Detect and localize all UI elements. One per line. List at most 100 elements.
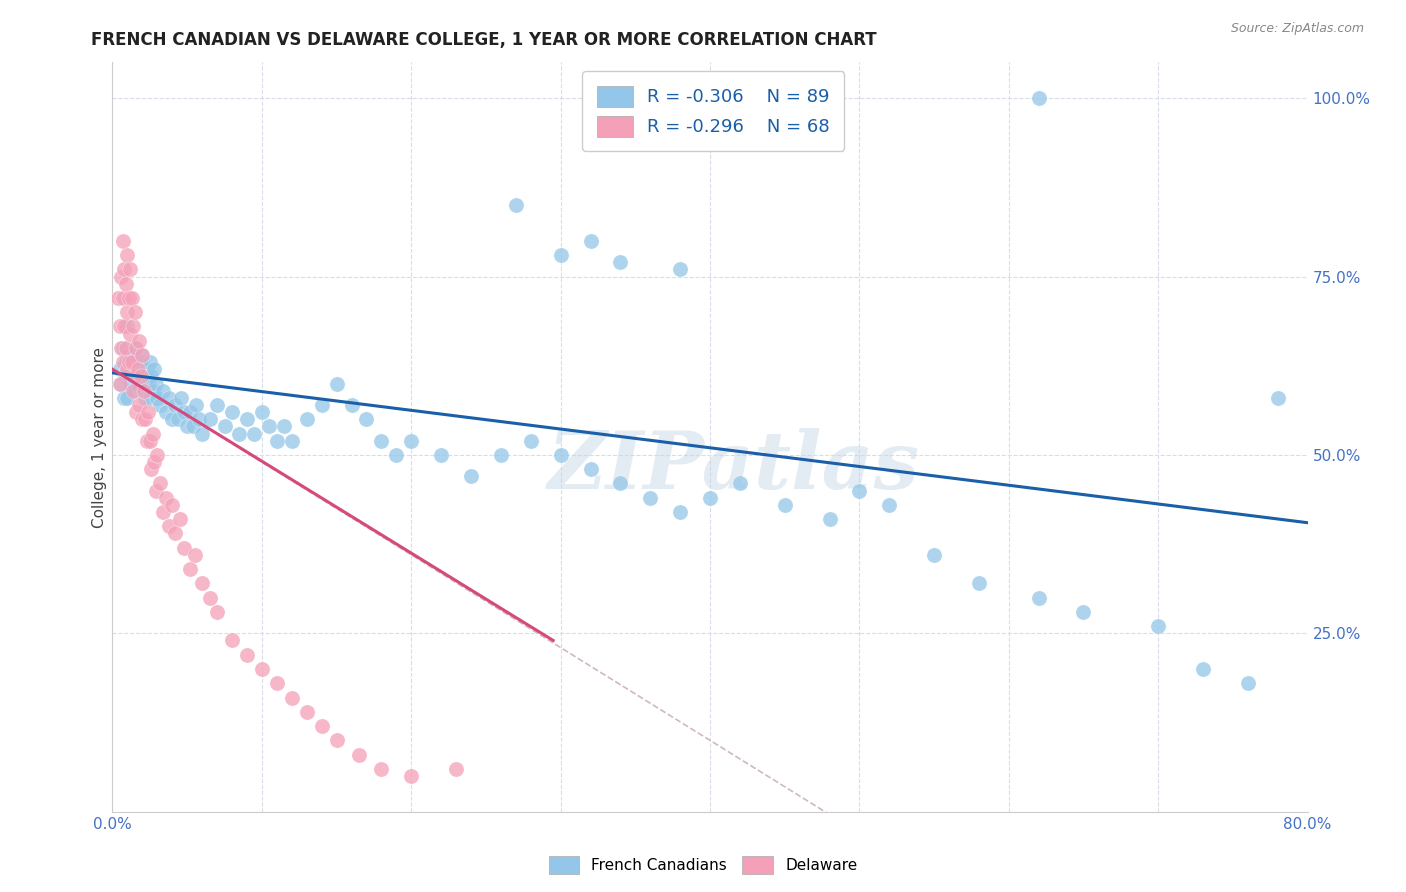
Point bbox=[117, 319, 139, 334]
Point bbox=[165, 526, 187, 541]
Point bbox=[579, 234, 602, 248]
Point bbox=[401, 769, 423, 783]
Point bbox=[122, 369, 145, 384]
Point bbox=[266, 676, 288, 690]
Point bbox=[124, 305, 146, 319]
Point bbox=[325, 733, 347, 747]
Point bbox=[125, 362, 148, 376]
Point bbox=[152, 505, 174, 519]
Point bbox=[143, 455, 166, 469]
Point bbox=[173, 405, 195, 419]
Point bbox=[128, 334, 150, 348]
Point bbox=[118, 348, 141, 362]
Point bbox=[143, 362, 166, 376]
Point bbox=[250, 662, 273, 676]
Point bbox=[444, 762, 467, 776]
Point bbox=[117, 305, 139, 319]
Point bbox=[134, 412, 156, 426]
Point bbox=[967, 576, 990, 591]
Point bbox=[122, 384, 145, 398]
Point bbox=[155, 491, 177, 505]
Point bbox=[157, 391, 180, 405]
Point bbox=[129, 369, 152, 384]
Point bbox=[266, 434, 288, 448]
Point bbox=[115, 341, 138, 355]
Point bbox=[129, 369, 152, 384]
Point bbox=[214, 419, 236, 434]
Point bbox=[505, 198, 527, 212]
Point bbox=[205, 605, 228, 619]
Point bbox=[198, 591, 221, 605]
Point bbox=[188, 412, 211, 426]
Point bbox=[120, 262, 142, 277]
Point bbox=[149, 398, 172, 412]
Point bbox=[179, 405, 201, 419]
Point bbox=[550, 248, 572, 262]
Point bbox=[818, 512, 841, 526]
Point bbox=[243, 426, 266, 441]
Point bbox=[110, 376, 132, 391]
Point bbox=[181, 419, 204, 434]
Point bbox=[110, 269, 132, 284]
Point bbox=[120, 326, 142, 341]
Point bbox=[460, 469, 482, 483]
Point bbox=[131, 348, 153, 362]
Point bbox=[131, 412, 153, 426]
Point bbox=[139, 391, 162, 405]
Point bbox=[1028, 91, 1050, 105]
Point bbox=[205, 398, 228, 412]
Point bbox=[128, 398, 150, 412]
Point bbox=[520, 434, 543, 448]
Point bbox=[155, 405, 177, 419]
Point bbox=[489, 448, 512, 462]
Point bbox=[183, 548, 205, 562]
Text: Source: ZipAtlas.com: Source: ZipAtlas.com bbox=[1230, 22, 1364, 36]
Point bbox=[128, 355, 150, 369]
Point bbox=[728, 476, 751, 491]
Point bbox=[146, 448, 169, 462]
Point bbox=[550, 448, 572, 462]
Point bbox=[281, 434, 304, 448]
Point bbox=[1237, 676, 1260, 690]
Text: FRENCH CANADIAN VS DELAWARE COLLEGE, 1 YEAR OR MORE CORRELATION CHART: FRENCH CANADIAN VS DELAWARE COLLEGE, 1 Y… bbox=[91, 31, 877, 49]
Point bbox=[115, 277, 138, 291]
Point bbox=[848, 483, 870, 498]
Point bbox=[149, 476, 172, 491]
Point bbox=[107, 291, 129, 305]
Point bbox=[699, 491, 721, 505]
Point bbox=[370, 434, 392, 448]
Point bbox=[127, 362, 149, 376]
Point bbox=[1267, 391, 1289, 405]
Point bbox=[401, 434, 423, 448]
Point bbox=[356, 412, 378, 426]
Point bbox=[108, 319, 131, 334]
Point bbox=[114, 391, 135, 405]
Point bbox=[122, 319, 145, 334]
Point bbox=[669, 262, 692, 277]
Point bbox=[236, 648, 259, 662]
Point bbox=[176, 419, 198, 434]
Point bbox=[146, 391, 169, 405]
Point bbox=[236, 412, 259, 426]
Point bbox=[385, 448, 408, 462]
Point bbox=[162, 412, 183, 426]
Point bbox=[127, 376, 149, 391]
Point bbox=[340, 398, 363, 412]
Point bbox=[165, 398, 187, 412]
Point bbox=[347, 747, 370, 762]
Point bbox=[124, 341, 146, 355]
Point bbox=[311, 719, 333, 733]
Point bbox=[134, 391, 156, 405]
Point bbox=[609, 476, 631, 491]
Point bbox=[281, 690, 304, 705]
Point bbox=[108, 376, 131, 391]
Point bbox=[117, 248, 139, 262]
Point bbox=[121, 291, 143, 305]
Point bbox=[132, 384, 155, 398]
Point bbox=[295, 705, 318, 719]
Point bbox=[111, 355, 134, 369]
Point bbox=[124, 369, 146, 384]
Point bbox=[173, 541, 195, 555]
Point bbox=[221, 633, 243, 648]
Point bbox=[191, 426, 214, 441]
